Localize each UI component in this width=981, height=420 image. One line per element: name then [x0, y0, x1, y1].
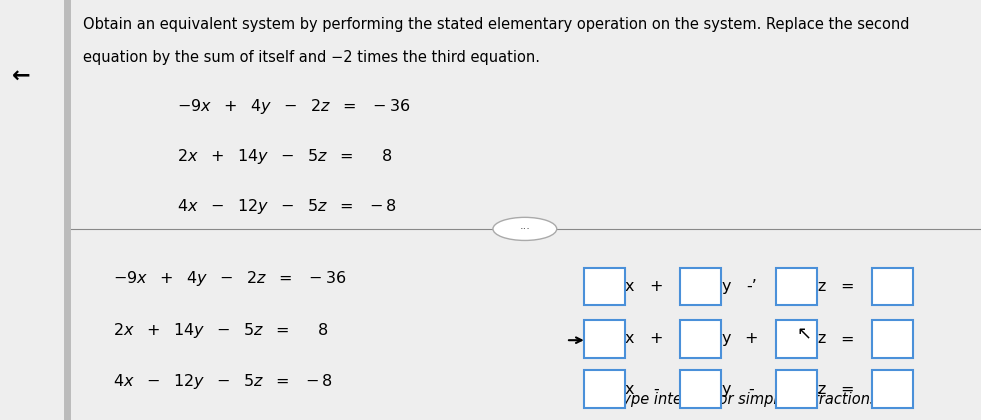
Text: z: z — [817, 382, 826, 397]
Text: =: = — [840, 382, 853, 397]
FancyBboxPatch shape — [584, 320, 625, 358]
FancyBboxPatch shape — [584, 268, 625, 305]
FancyBboxPatch shape — [872, 268, 913, 305]
Text: =: = — [840, 331, 853, 346]
Text: -: - — [749, 382, 754, 397]
Text: y: y — [721, 331, 731, 346]
Text: Obtain an equivalent system by performing the stated elementary operation on the: Obtain an equivalent system by performin… — [83, 17, 910, 32]
Text: $4x\ \ -\ \ 12y\ \ -\ \ 5z\ \ =\ \ -8$: $4x\ \ -\ \ 12y\ \ -\ \ 5z\ \ =\ \ -8$ — [177, 197, 396, 216]
Text: y: y — [721, 279, 731, 294]
Text: (Type integers or simplified fractions.): (Type integers or simplified fractions.) — [609, 392, 888, 407]
Text: z: z — [817, 331, 826, 346]
Text: x: x — [625, 382, 635, 397]
Ellipse shape — [493, 218, 557, 240]
Text: x: x — [625, 279, 635, 294]
FancyBboxPatch shape — [776, 320, 817, 358]
Text: ←: ← — [13, 66, 30, 86]
Text: +: + — [745, 331, 758, 346]
Text: -’: -’ — [747, 279, 756, 294]
FancyBboxPatch shape — [584, 370, 625, 408]
Text: x: x — [625, 331, 635, 346]
Text: $2x\ \ +\ \ 14y\ \ -\ \ 5z\ \ =\ \ \ \ \ 8$: $2x\ \ +\ \ 14y\ \ -\ \ 5z\ \ =\ \ \ \ \… — [177, 147, 392, 166]
FancyBboxPatch shape — [680, 320, 721, 358]
Text: ···: ··· — [519, 224, 531, 234]
Text: $-9x\ \ +\ \ 4y\ \ -\ \ 2z\ \ =\ \ -36$: $-9x\ \ +\ \ 4y\ \ -\ \ 2z\ \ =\ \ -36$ — [113, 269, 346, 288]
Text: $2x\ \ +\ \ 14y\ \ -\ \ 5z\ \ =\ \ \ \ \ 8$: $2x\ \ +\ \ 14y\ \ -\ \ 5z\ \ =\ \ \ \ \… — [113, 321, 329, 340]
Text: $4x\ \ -\ \ 12y\ \ -\ \ 5z\ \ =\ \ -8$: $4x\ \ -\ \ 12y\ \ -\ \ 5z\ \ =\ \ -8$ — [113, 372, 333, 391]
FancyBboxPatch shape — [680, 268, 721, 305]
Text: -: - — [653, 382, 659, 397]
FancyBboxPatch shape — [776, 268, 817, 305]
Text: z: z — [817, 279, 826, 294]
Text: +: + — [649, 331, 663, 346]
FancyBboxPatch shape — [680, 370, 721, 408]
Text: +: + — [649, 279, 663, 294]
FancyBboxPatch shape — [776, 370, 817, 408]
Text: ↖: ↖ — [797, 326, 812, 344]
Text: =: = — [840, 279, 853, 294]
Text: $-9x\ \ +\ \ 4y\ \ -\ \ 2z\ \ =\ \ -36$: $-9x\ \ +\ \ 4y\ \ -\ \ 2z\ \ =\ \ -36$ — [177, 97, 410, 116]
Text: equation by the sum of itself and −2 times the third equation.: equation by the sum of itself and −2 tim… — [83, 50, 541, 66]
FancyBboxPatch shape — [872, 370, 913, 408]
Text: y: y — [721, 382, 731, 397]
FancyBboxPatch shape — [872, 320, 913, 358]
